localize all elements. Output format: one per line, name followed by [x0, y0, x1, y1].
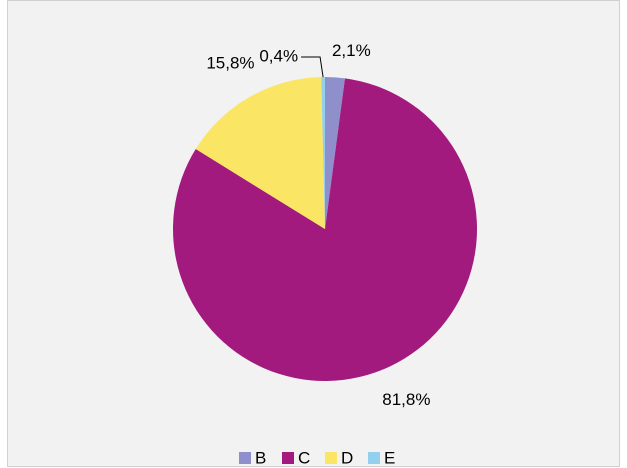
legend-label: E — [384, 448, 395, 467]
pie-slice — [321, 77, 325, 229]
data-label: 81,8% — [382, 390, 430, 409]
pie-slice — [325, 77, 345, 229]
data-label: 2,1% — [332, 41, 371, 60]
legend-swatch — [239, 452, 251, 464]
leader-line — [301, 56, 324, 78]
legend-label: D — [341, 448, 353, 467]
data-label: 0,4% — [259, 46, 298, 65]
data-label: 15,8% — [206, 54, 254, 73]
pie-slice — [173, 78, 477, 381]
legend-swatch — [325, 452, 337, 464]
legend-label: B — [255, 448, 266, 467]
pie-slice — [195, 77, 325, 229]
legend-label: C — [298, 448, 310, 467]
legend-swatch — [282, 452, 294, 464]
legend-swatch — [368, 452, 380, 464]
